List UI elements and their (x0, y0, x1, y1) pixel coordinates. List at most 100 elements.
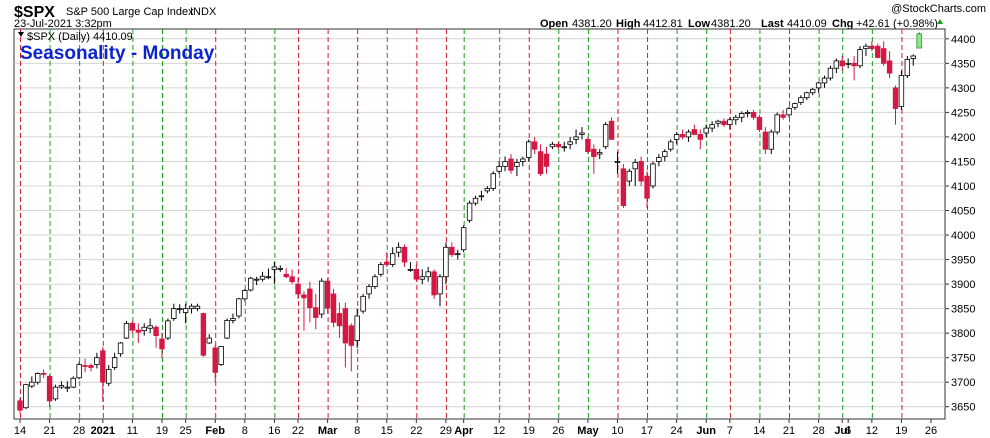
y-tick-label: 4400 (951, 34, 975, 46)
candle-body (194, 305, 201, 310)
candle-body (147, 325, 153, 329)
x-tick-label: 28 (812, 425, 824, 437)
candle (620, 163, 627, 209)
candle-body (141, 326, 147, 332)
candle (703, 124, 709, 137)
candle (236, 297, 242, 319)
candle (194, 303, 201, 312)
candle-body (17, 400, 23, 411)
candle (815, 81, 822, 93)
candle-body (100, 350, 106, 383)
candle-body (431, 271, 437, 296)
candle (679, 129, 686, 140)
low-label: Low (688, 18, 710, 30)
candle-body (555, 143, 562, 148)
candle (739, 111, 745, 123)
x-tick-label: 19 (895, 425, 907, 437)
candles (17, 32, 922, 414)
candle (673, 132, 680, 145)
candle-body (117, 342, 124, 355)
candle-body (774, 114, 780, 133)
candle-body (715, 120, 721, 124)
candle-body (212, 347, 218, 373)
candle (318, 278, 325, 318)
candle-body (626, 170, 633, 182)
candle (727, 117, 733, 130)
x-tick-label: 24 (671, 425, 683, 437)
candle (94, 352, 100, 369)
candle (366, 284, 372, 299)
candle (786, 106, 792, 118)
candle-body (721, 120, 727, 126)
candle (502, 156, 508, 172)
candle (721, 118, 727, 128)
x-tick-label: 19 (156, 425, 168, 437)
candle (526, 139, 532, 162)
y-tick-label: 4100 (951, 181, 975, 193)
candle-body (76, 364, 82, 379)
candle-body (23, 384, 29, 409)
candle-body (200, 313, 207, 356)
candle (626, 168, 633, 186)
candle (496, 161, 502, 174)
candle (336, 302, 343, 339)
candle (792, 102, 798, 110)
candle (886, 51, 893, 79)
candle-body (798, 97, 804, 103)
candle (425, 266, 431, 282)
candle-body (336, 313, 343, 327)
candle-body (460, 227, 467, 251)
candle-body (94, 357, 100, 365)
candle (330, 289, 337, 328)
candle (875, 43, 881, 59)
y-tick-label: 3950 (951, 255, 975, 267)
candle-body (496, 165, 502, 172)
x-tick-label: Mar (318, 425, 338, 437)
y-tick-label: 3900 (951, 279, 975, 291)
candle (111, 352, 118, 370)
x-tick-label: 12 (866, 425, 878, 437)
candle-body (419, 276, 425, 280)
candle-body (129, 322, 136, 331)
candle-body (443, 246, 449, 278)
timestamp: 23-Jul-2021 3:32pm (14, 18, 112, 30)
candle-body (253, 278, 260, 281)
x-tick-label: 16 (268, 425, 280, 437)
candle (248, 276, 254, 292)
candle-body (123, 322, 130, 339)
candle-body (863, 45, 869, 50)
candle (668, 139, 674, 152)
x-tick-label: 14 (753, 425, 765, 437)
candle-body (472, 197, 479, 204)
x-tick-label: 22 (292, 425, 304, 437)
candle-body (750, 111, 757, 118)
x-tick-label: 6 (845, 425, 851, 437)
candle-body (608, 120, 615, 140)
candle-body (70, 377, 76, 388)
candle (259, 271, 266, 282)
candle-body (679, 134, 686, 138)
candle-body (697, 134, 703, 140)
candle-body (804, 92, 810, 99)
candle-body (490, 173, 496, 189)
candle-body (425, 271, 431, 278)
candle-body (537, 151, 544, 175)
candle-body (52, 386, 59, 400)
candle-body (886, 60, 893, 74)
candle-body (827, 67, 834, 79)
stockcharts-watermark: @StockCharts.com (891, 3, 986, 15)
candle (206, 334, 212, 344)
candle (733, 114, 739, 125)
candle (531, 136, 538, 155)
candle-body (159, 338, 165, 350)
x-tick-label: 8 (242, 425, 248, 437)
candle-body (283, 273, 289, 278)
candle-body (709, 124, 715, 129)
candle (632, 159, 638, 186)
candle (360, 293, 366, 314)
candle-body (478, 195, 485, 198)
candle-body (165, 320, 171, 339)
x-tick-label: 10 (611, 425, 623, 437)
candle-body (401, 246, 408, 263)
candle (809, 87, 816, 96)
